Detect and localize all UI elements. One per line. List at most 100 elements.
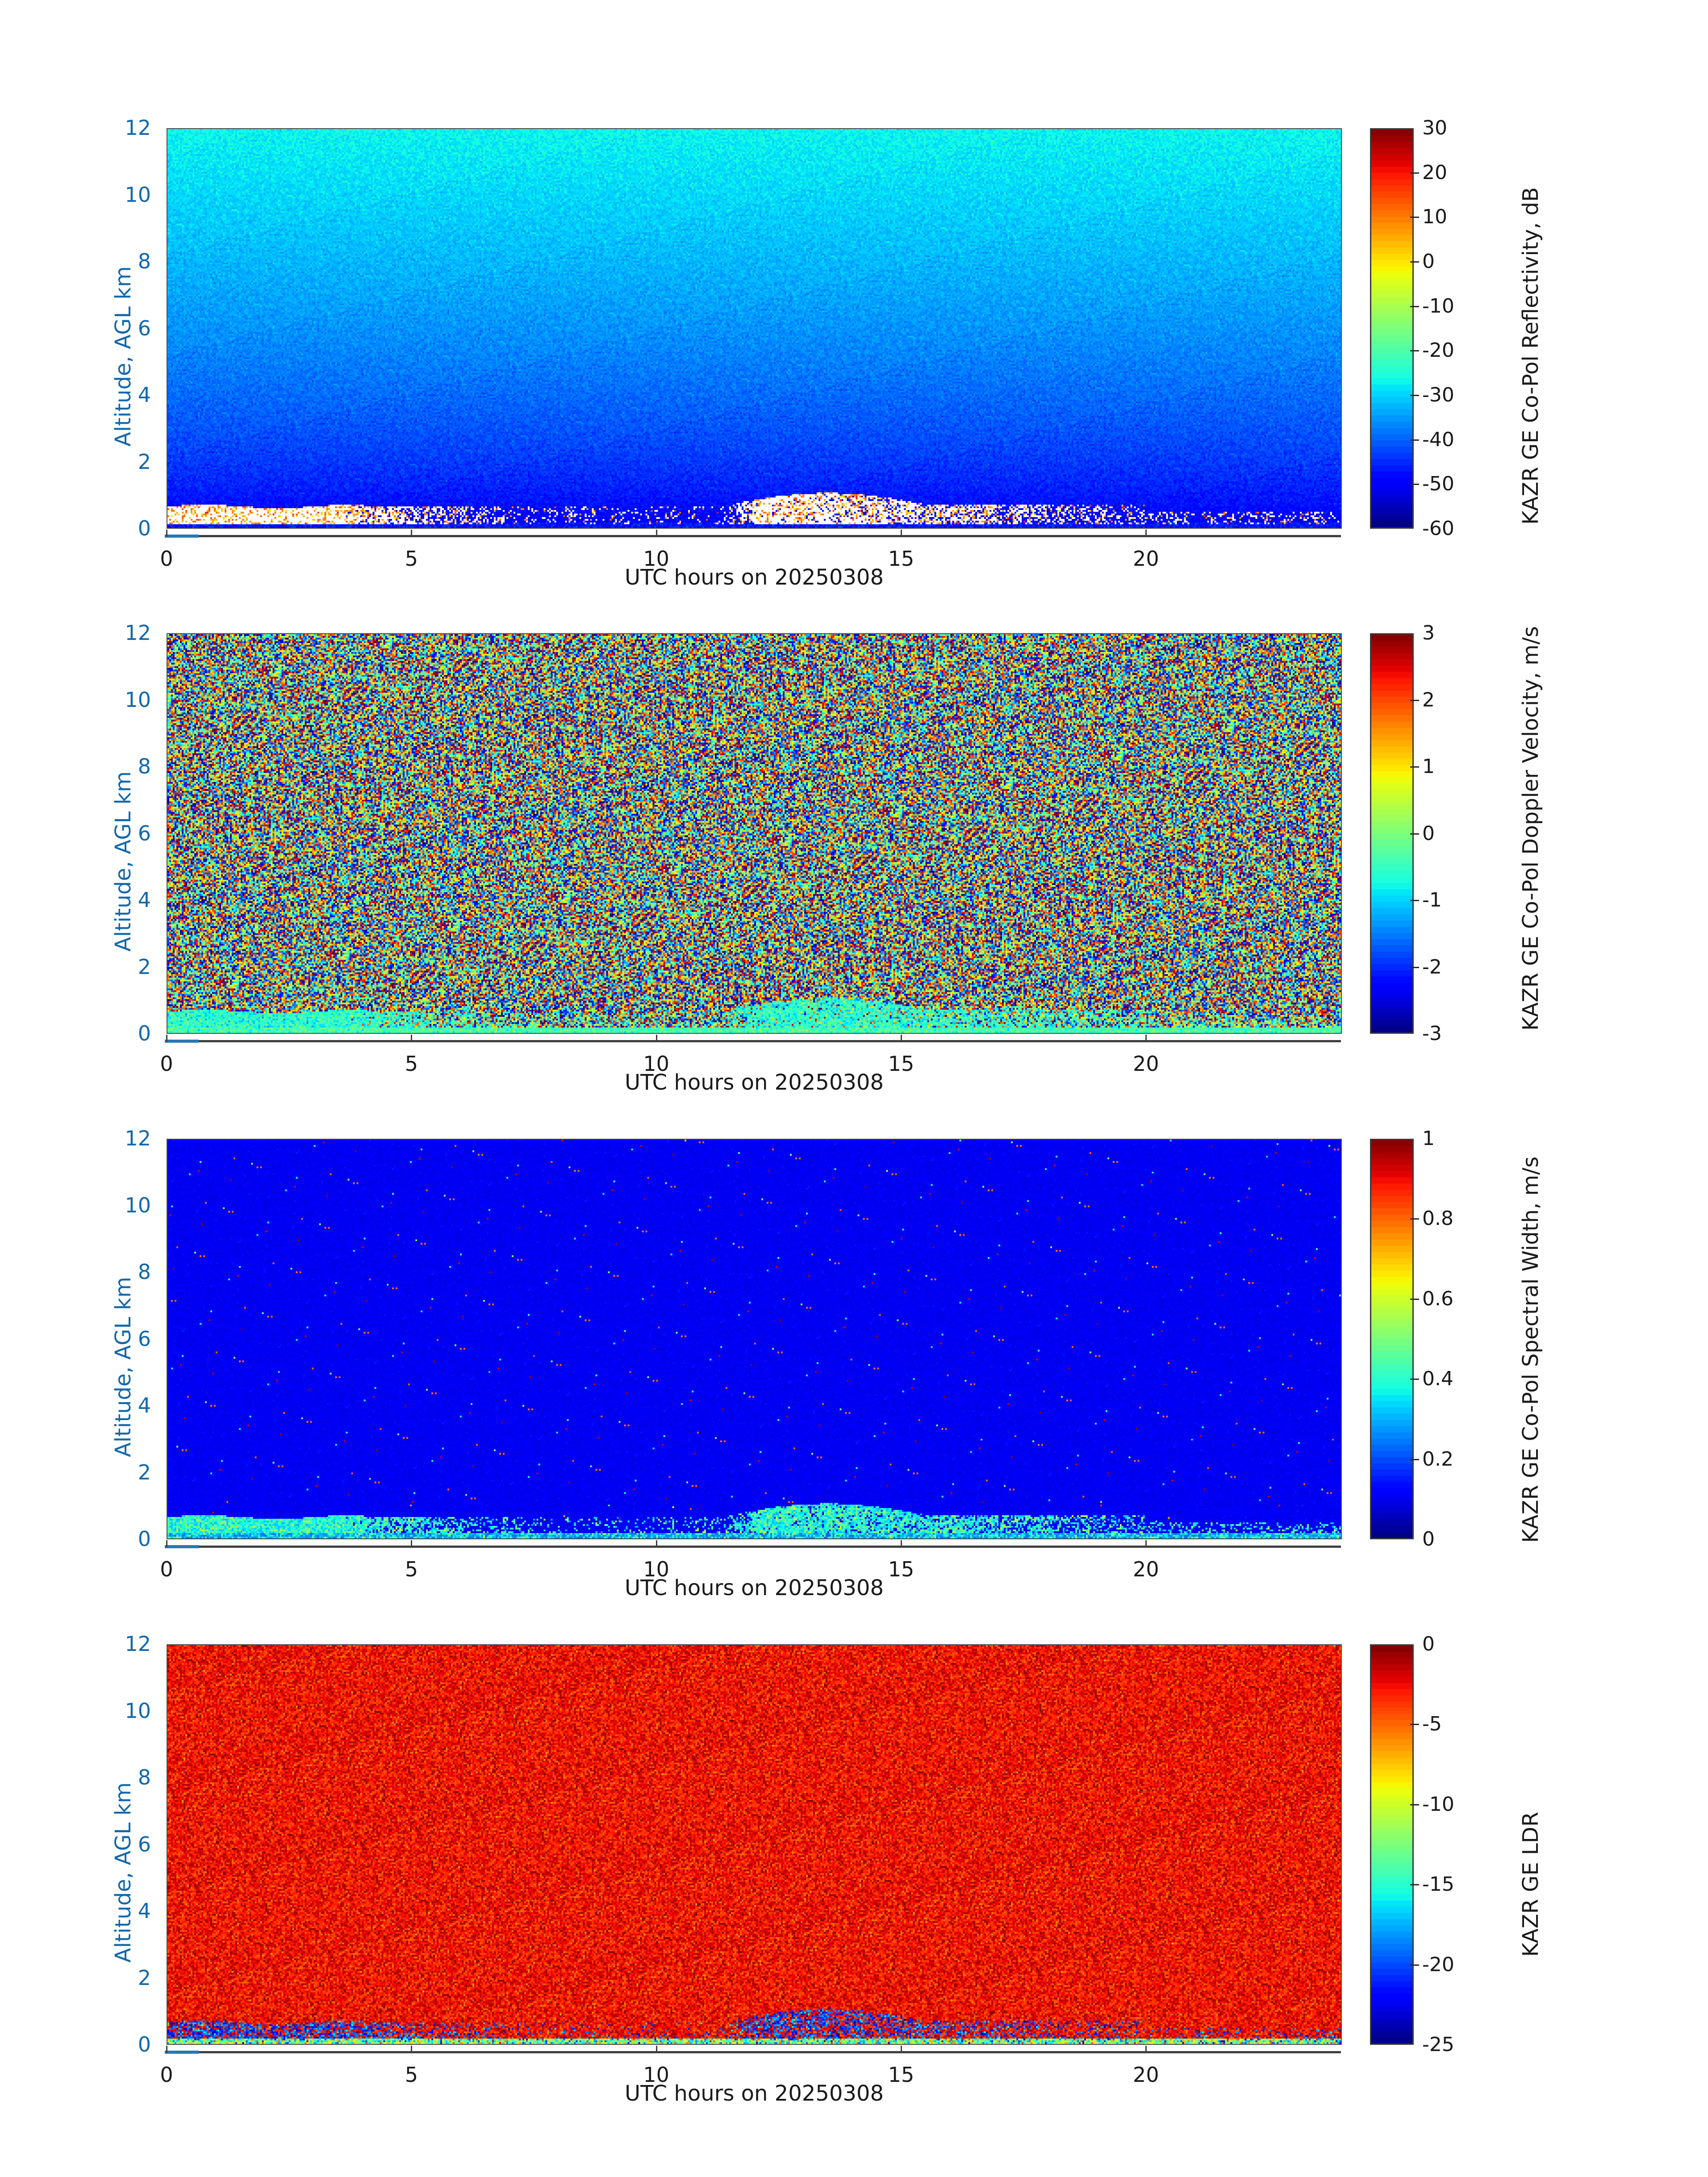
panel-ldr-x-tick-5: 5: [405, 2063, 418, 2087]
panel-ldr-x-tick-20: 20: [1133, 2063, 1159, 2087]
panel-spectral-width-x-axis-line: [168, 1546, 1341, 1548]
panel-doppler-velocity-x-tick-10: 10: [643, 1052, 669, 1076]
panel-reflectivity-x-tick-15: 15: [888, 547, 915, 571]
panel-reflectivity-colorbar-tick-2: 10: [1422, 205, 1447, 229]
panel-reflectivity-y-tick-6: 6: [138, 316, 151, 340]
panel-reflectivity-x-tick-10: 10: [643, 547, 669, 571]
panel-spectral-width-y-tick-12: 12: [125, 1126, 151, 1150]
panel-reflectivity-colorbar-tick-9: -60: [1422, 517, 1454, 540]
panel-doppler-velocity-y-tick-2: 2: [138, 954, 151, 979]
panel-doppler-velocity-x-tickmark-15: [901, 1035, 902, 1042]
panel-ldr-x-axis-line: [168, 2051, 1341, 2053]
panel-reflectivity-colorbar-tickmark-6: [1410, 395, 1419, 396]
panel-doppler-velocity-colorbar: [1370, 633, 1414, 1034]
panel-ldr-colorbar-tick-3: -15: [1422, 1873, 1454, 1896]
panel-doppler-velocity: Altitude, AGL km UTC hours on 20250308 K…: [0, 626, 1708, 1139]
panel-spectral-width-colorbar-tick-0: 1: [1422, 1127, 1435, 1150]
panel-spectral-width-colorbar-tick-1: 0.8: [1422, 1207, 1453, 1230]
panel-reflectivity-y-tick-12: 12: [125, 116, 151, 140]
panel-doppler-velocity-x-tick-5: 5: [405, 1052, 418, 1076]
panel-spectral-width-colorbar-tickmark-3: [1410, 1379, 1419, 1380]
panel-doppler-velocity-x-tick-15: 15: [888, 1052, 915, 1076]
panel-spectral-width-x-axis-origin-stub: [165, 1545, 199, 1548]
panel-reflectivity-plot-area: [167, 128, 1342, 529]
panel-reflectivity-y-axis-title: Altitude, AGL km: [111, 266, 136, 447]
panel-ldr-x-tickmark-10: [656, 2046, 657, 2053]
panel-doppler-velocity-colorbar-tick-2: 1: [1422, 755, 1435, 778]
panel-spectral-width-x-tick-5: 5: [405, 1557, 418, 1581]
panel-doppler-velocity-colorbar-tickmark-2: [1410, 766, 1419, 768]
panel-spectral-width-colorbar-tick-4: 0.2: [1422, 1447, 1453, 1471]
panel-spectral-width-x-tickmark-10: [656, 1540, 657, 1547]
panel-doppler-velocity-y-tick-6: 6: [138, 821, 151, 845]
panel-reflectivity-colorbar: [1370, 128, 1414, 529]
panel-doppler-velocity-colorbar-tick-5: -2: [1422, 955, 1442, 978]
panel-ldr-colorbar-tickmark-4: [1410, 1964, 1419, 1966]
panel-reflectivity-colorbar-tickmark-4: [1410, 305, 1419, 307]
panel-doppler-velocity-x-axis-origin-stub: [165, 1040, 199, 1043]
panel-ldr-x-axis-origin-stub: [165, 2051, 199, 2054]
panel-spectral-width-y-tick-6: 6: [138, 1326, 151, 1351]
panel-ldr-colorbar-tickmark-1: [1410, 1724, 1419, 1726]
panel-reflectivity-y-tick-10: 10: [125, 182, 151, 207]
panel-reflectivity-colorbar-tick-1: 20: [1422, 161, 1447, 184]
panel-doppler-velocity-x-tickmark-10: [656, 1035, 657, 1042]
panel-reflectivity-x-axis-origin-stub: [165, 535, 199, 538]
panel-spectral-width-x-tickmark-5: [411, 1540, 413, 1547]
panel-reflectivity-x-tick-0: 0: [160, 547, 173, 571]
panel-spectral-width-y-tick-4: 4: [138, 1393, 151, 1417]
panel-reflectivity-y-tick-2: 2: [138, 449, 151, 474]
panel-spectral-width-x-tick-20: 20: [1133, 1557, 1159, 1581]
panel-reflectivity-colorbar-tick-0: 30: [1422, 117, 1447, 139]
panel-ldr-x-tickmark-15: [901, 2046, 902, 2053]
panel-reflectivity-y-tick-4: 4: [138, 383, 151, 407]
panel-ldr-colorbar-tickmark-2: [1410, 1804, 1419, 1805]
panel-ldr-colorbar-tick-5: -25: [1422, 2033, 1454, 2056]
panel-spectral-width-y-tick-8: 8: [138, 1260, 151, 1284]
panel-ldr-y-tick-10: 10: [125, 1698, 151, 1723]
panel-reflectivity-colorbar-tickmark-3: [1410, 261, 1419, 263]
panel-spectral-width-x-tickmark-20: [1145, 1540, 1147, 1547]
panel-doppler-velocity-y-tick-0: 0: [138, 1021, 151, 1045]
panel-spectral-width-colorbar-tickmark-2: [1410, 1298, 1419, 1300]
panel-ldr-x-tickmark-5: [411, 2046, 413, 2053]
panel-ldr-colorbar-tick-4: -20: [1422, 1953, 1454, 1976]
panel-doppler-velocity-x-tick-20: 20: [1133, 1052, 1159, 1076]
panel-reflectivity-y-tick-8: 8: [138, 249, 151, 273]
panel-ldr-x-tick-10: 10: [643, 2063, 669, 2087]
panel-doppler-velocity-y-tick-8: 8: [138, 754, 151, 778]
panel-doppler-velocity-colorbar-tickmark-3: [1410, 833, 1419, 835]
panel-spectral-width-y-tick-2: 2: [138, 1460, 151, 1484]
panel-spectral-width-colorbar-tick-2: 0.6: [1422, 1287, 1453, 1310]
panel-spectral-width-x-tickmark-15: [901, 1540, 902, 1547]
panel-ldr-x-tickmark-0: [166, 2046, 167, 2053]
panel-doppler-velocity-y-tick-4: 4: [138, 888, 151, 912]
panel-reflectivity-x-tickmark-10: [656, 530, 657, 537]
panel-reflectivity-x-axis-title: UTC hours on 20250308: [625, 565, 884, 590]
panel-ldr-colorbar-tick-1: -5: [1422, 1713, 1442, 1736]
panel-ldr-x-axis-title: UTC hours on 20250308: [625, 2081, 884, 2106]
panel-spectral-width-colorbar-tick-5: 0: [1422, 1528, 1435, 1550]
panel-spectral-width-x-tick-15: 15: [888, 1557, 915, 1581]
panel-doppler-velocity-colorbar-tick-4: -1: [1422, 889, 1442, 911]
panel-reflectivity-x-tick-20: 20: [1133, 547, 1159, 571]
panel-ldr-y-tick-0: 0: [138, 2032, 151, 2056]
panel-doppler-velocity-y-tick-10: 10: [125, 687, 151, 712]
panel-doppler-velocity-y-tick-12: 12: [125, 621, 151, 645]
panel-spectral-width-x-tickmark-0: [166, 1540, 167, 1547]
panel-doppler-velocity-colorbar-tickmark-5: [1410, 966, 1419, 968]
panel-ldr-x-tick-15: 15: [888, 2063, 915, 2087]
panel-spectral-width-x-tick-10: 10: [643, 1557, 669, 1581]
panel-doppler-velocity-colorbar-tick-1: 2: [1422, 688, 1435, 711]
panel-reflectivity: Altitude, AGL km UTC hours on 20250308 K…: [0, 0, 1708, 633]
panel-reflectivity-colorbar-tickmark-8: [1410, 484, 1419, 485]
panel-reflectivity-colorbar-tick-7: -40: [1422, 428, 1454, 451]
panel-spectral-width-y-tick-10: 10: [125, 1193, 151, 1217]
panel-doppler-velocity-colorbar-tickmark-4: [1410, 900, 1419, 901]
panel-spectral-width-colorbar-title: KAZR GE Co-Pol Spectral Width, m/s: [1518, 1156, 1543, 1543]
panel-doppler-velocity-plot-area: [167, 633, 1342, 1034]
panel-reflectivity-colorbar-tickmark-2: [1410, 217, 1419, 218]
panel-ldr-colorbar: [1370, 1644, 1414, 2045]
panel-reflectivity-x-tickmark-20: [1145, 530, 1147, 537]
